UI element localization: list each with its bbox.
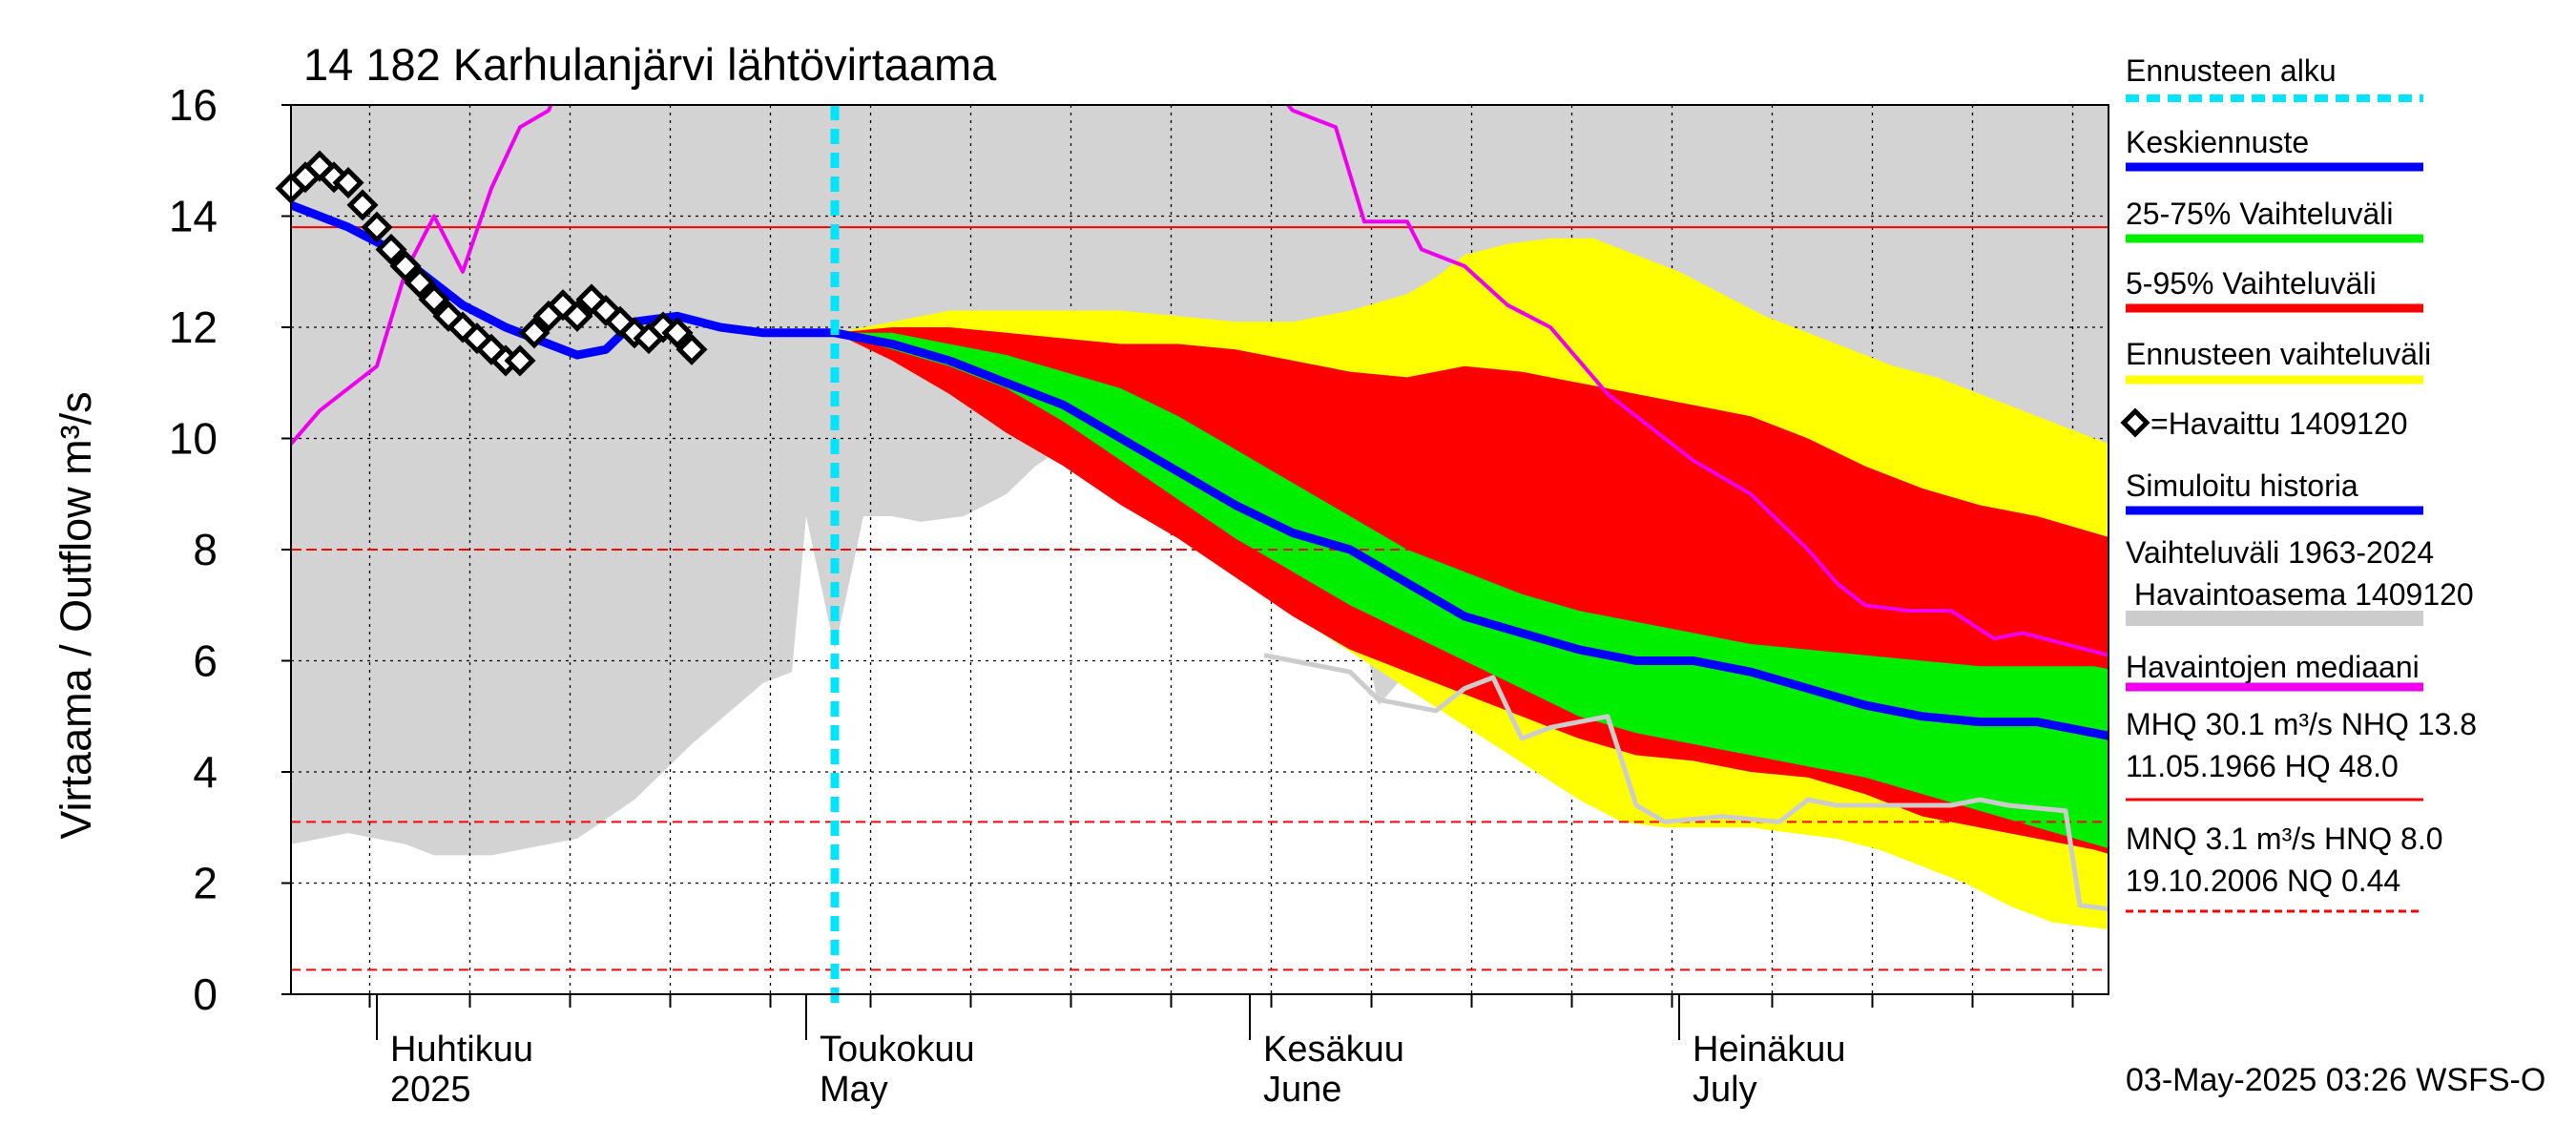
observed-point (346, 189, 379, 221)
y-tick-label: 6 (193, 636, 218, 686)
legend-label: 25-75% Vaihteluväli (2126, 197, 2393, 231)
y-tick-label: 4 (193, 747, 218, 797)
x-month-label-fi: Heinäkuu (1693, 1030, 1846, 1070)
observed-point (361, 211, 393, 243)
legend-label: Ennusteen vaihteluväli (2126, 337, 2431, 371)
y-axis-label: Virtaama / Outflow m³/s (52, 391, 100, 839)
y-tick-label: 0 (193, 969, 218, 1019)
y-tick-label: 2 (193, 859, 218, 908)
observed-point (661, 317, 694, 349)
observed-point (518, 317, 551, 349)
x-month-label-en: June (1263, 1070, 1341, 1110)
x-month-label-fi: Huhtikuu (390, 1030, 533, 1070)
legend-label-line2: 11.05.1966 HQ 48.0 (2126, 749, 2399, 783)
legend-label: Havaintojen mediaani (2126, 650, 2420, 684)
legend-label-line2: 19.10.2006 NQ 0.44 (2126, 864, 2400, 898)
legend-swatch-observed (2120, 407, 2150, 438)
observed-point (504, 344, 536, 377)
legend: Ennusteen alku Keskiennuste 25-75% Vaihtel… (2120, 53, 2477, 913)
series-line-0 (834, 328, 2109, 740)
plot-content (291, 105, 2109, 994)
observed-point (332, 167, 364, 199)
legend-label: MNQ 3.1 m³/s HNQ 8.0 (2126, 822, 2443, 856)
observed-point (404, 266, 436, 299)
legend-label: Vaihteluväli 1963-2024 (2126, 535, 2434, 570)
y-tick-label: 10 (169, 414, 218, 464)
legend-label: Ennusteen alku (2126, 53, 2337, 88)
y-tick-label: 16 (169, 80, 218, 130)
legend-label: =Havaittu 1409120 (2150, 406, 2408, 441)
legend-label: Keskiennuste (2126, 125, 2309, 159)
series-line-2 (291, 105, 2109, 657)
x-month-label-en: 2025 (390, 1070, 471, 1110)
x-month-label-fi: Kesäkuu (1263, 1030, 1404, 1070)
series-line-3 (1263, 653, 2109, 912)
legend-label: MHQ 30.1 m³/s NHQ 13.8 (2126, 707, 2477, 741)
y-tick-label: 8 (193, 525, 218, 574)
x-month-label-fi: Toukokuu (820, 1030, 975, 1070)
x-month-label-en: July (1693, 1070, 1757, 1110)
y-tick-label: 12 (169, 302, 218, 352)
chart-title: 14 182 Karhulanjärvi lähtövirtaama (303, 39, 997, 90)
timestamp-footer: 03-May-2025 03:26 WSFS-O (2126, 1062, 2545, 1098)
observed-point (418, 283, 450, 316)
observed-point (389, 250, 422, 282)
observed-point (675, 333, 708, 365)
observed-point (375, 233, 407, 265)
y-tick-label: 14 (169, 192, 218, 241)
legend-label-line2: Havaintoasema 1409120 (2126, 577, 2474, 612)
legend-label: Simuloitu historia (2126, 468, 2358, 503)
legend-label: 5-95% Vaihteluväli (2126, 266, 2377, 301)
observed-point (561, 300, 593, 332)
x-month-label-en: May (820, 1070, 888, 1110)
